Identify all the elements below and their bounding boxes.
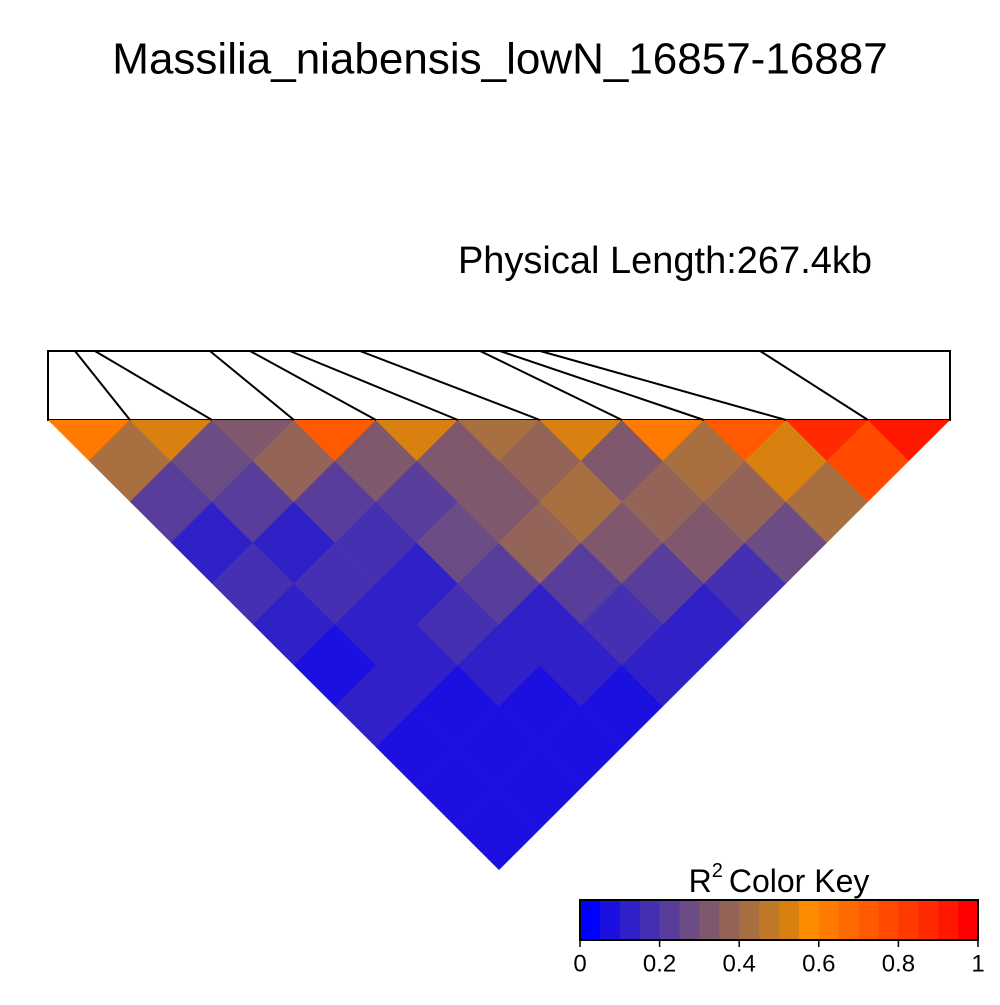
key-swatch [858,900,879,940]
ld-cell [867,420,950,462]
physical-length: Physical Length:267.4kb [458,240,872,282]
marker-line [94,350,213,421]
key-title: R2 Color Key [689,860,870,899]
marker-line [499,350,705,421]
marker-line [759,350,869,421]
marker-line [209,350,295,421]
key-tick-label: 0 [573,950,586,977]
key-tick-label: 0.4 [723,950,756,977]
key-swatch [739,900,760,940]
key-frame [579,899,979,941]
key-title-superscript: 2 [712,860,723,882]
key-swatch [599,900,621,940]
marker-line [289,350,459,421]
chart-title: Massilia_niabensis_lowN_16857-16887 [112,35,887,84]
heatmap [48,420,950,870]
key-title-symbol: R [689,863,712,899]
marker-line [74,350,131,421]
key-swatch [619,900,641,940]
key-swatch [878,900,899,940]
key-swatch [779,900,800,940]
marker-line [539,350,787,421]
key-swatch [659,900,680,940]
key-swatch [838,900,860,940]
marker-line [359,350,541,421]
key-swatch [898,900,919,940]
key-swatch [759,900,780,940]
key-swatch [918,900,939,940]
key-swatch [719,900,740,940]
key-swatch [818,900,840,940]
key-swatch [580,900,601,940]
key-swatch [639,900,661,940]
key-swatch [938,900,959,940]
key-tick-label: 0.8 [882,950,915,977]
key-swatch [958,900,979,940]
marker-line [479,350,623,421]
color-key: 0 0.2 0.4 0.6 0.8 1 [573,899,985,977]
key-swatch [699,900,720,940]
marker-line [249,350,377,421]
key-swatch [798,900,820,940]
key-tick-label: 0.6 [802,950,835,977]
marker-lines [47,350,951,421]
key-title-text: Color Key [729,863,870,899]
key-swatch [679,900,700,940]
key-tick-label: 1 [971,950,984,977]
key-tick-label: 0.2 [643,950,676,977]
